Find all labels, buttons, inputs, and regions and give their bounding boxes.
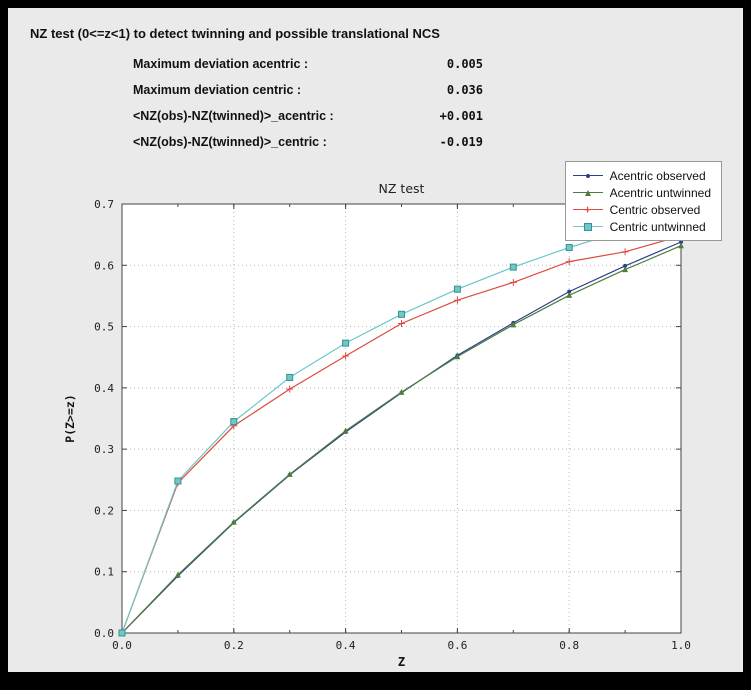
page-title: NZ test (0<=z<1) to detect twinning and … (30, 26, 440, 41)
svg-text:0.2: 0.2 (224, 639, 244, 652)
svg-text:0.2: 0.2 (94, 504, 114, 517)
plot-canvas: 0.0 0.1 0.2 0.3 0.4 0.5 0.6 0.7 0.0 0.2 0.4 0.6 0.8 1… (63, 181, 691, 669)
nz-test-chart: 0.0 0.1 0.2 0.3 0.4 0.5 0.6 0.7 0.0 0.2 0.4 0.6 0.8 1… (8, 161, 743, 669)
svg-text:0.4: 0.4 (94, 382, 114, 395)
stat-label-mean-diff-acentric: <NZ(obs)-NZ(twinned)>_acentric : (133, 109, 334, 123)
legend-line-swatch (572, 208, 603, 210)
legend-item-centric-untwinned: Centric untwinned (572, 218, 711, 235)
legend-sample (572, 170, 603, 182)
svg-text:0.6: 0.6 (94, 259, 114, 272)
legend-label: Acentric untwinned (609, 185, 711, 200)
legend-label: Centric observed (609, 202, 701, 217)
legend-label: Acentric observed (609, 168, 706, 183)
svg-text:0.6: 0.6 (447, 639, 467, 652)
legend-label: Centric untwinned (609, 219, 706, 234)
svg-text:0.8: 0.8 (559, 639, 579, 652)
stat-label-max-dev-centric: Maximum deviation centric : (133, 83, 302, 97)
stats-block: Maximum deviation acentric : 0.005 Maxim… (133, 57, 743, 161)
svg-text:0.5: 0.5 (94, 321, 114, 334)
stat-value-max-dev-acentric: 0.005 (446, 57, 483, 71)
svg-text:1.0: 1.0 (671, 639, 691, 652)
legend-item-acentric-observed: Acentric observed (572, 167, 711, 184)
stat-row: <NZ(obs)-NZ(twinned)>_acentric : +0.001 (133, 109, 743, 135)
legend-sample: + (572, 202, 603, 216)
stat-row: Maximum deviation acentric : 0.005 (133, 57, 743, 83)
stat-value-mean-diff-centric: -0.019 (439, 135, 483, 149)
svg-text:0.4: 0.4 (336, 639, 356, 652)
report-window: NZ test (0<=z<1) to detect twinning and … (8, 8, 743, 672)
stat-row: <NZ(obs)-NZ(twinned)>_centric : -0.019 (133, 135, 743, 161)
stat-row: Maximum deviation centric : 0.036 (133, 83, 743, 109)
stat-value-mean-diff-acentric: +0.001 (439, 109, 483, 123)
svg-text:0.3: 0.3 (94, 443, 114, 456)
legend-marker-icon: + (584, 202, 591, 216)
legend-item-acentric-untwinned: Acentric untwinned (572, 184, 711, 201)
svg-text:0.7: 0.7 (94, 198, 114, 211)
svg-text:0.0: 0.0 (112, 639, 132, 652)
stat-label-mean-diff-centric: <NZ(obs)-NZ(twinned)>_centric : (133, 135, 327, 149)
svg-text:0.0: 0.0 (94, 627, 114, 640)
svg-text:P(Z>=z): P(Z>=z) (63, 394, 77, 442)
svg-text:Z: Z (398, 655, 405, 669)
svg-text:NZ test: NZ test (379, 181, 425, 196)
svg-text:0.1: 0.1 (94, 566, 114, 579)
legend-sample (572, 187, 603, 199)
legend-marker-icon (584, 189, 591, 196)
legend-sample (572, 221, 603, 233)
chart-legend: Acentric observed Acentric untwinned + C… (564, 161, 722, 241)
legend-item-centric-observed: + Centric observed (572, 201, 711, 218)
legend-marker-icon (583, 222, 592, 231)
stat-value-max-dev-centric: 0.036 (446, 83, 483, 97)
legend-marker-icon (585, 173, 590, 178)
stat-label-max-dev-acentric: Maximum deviation acentric : (133, 57, 309, 71)
